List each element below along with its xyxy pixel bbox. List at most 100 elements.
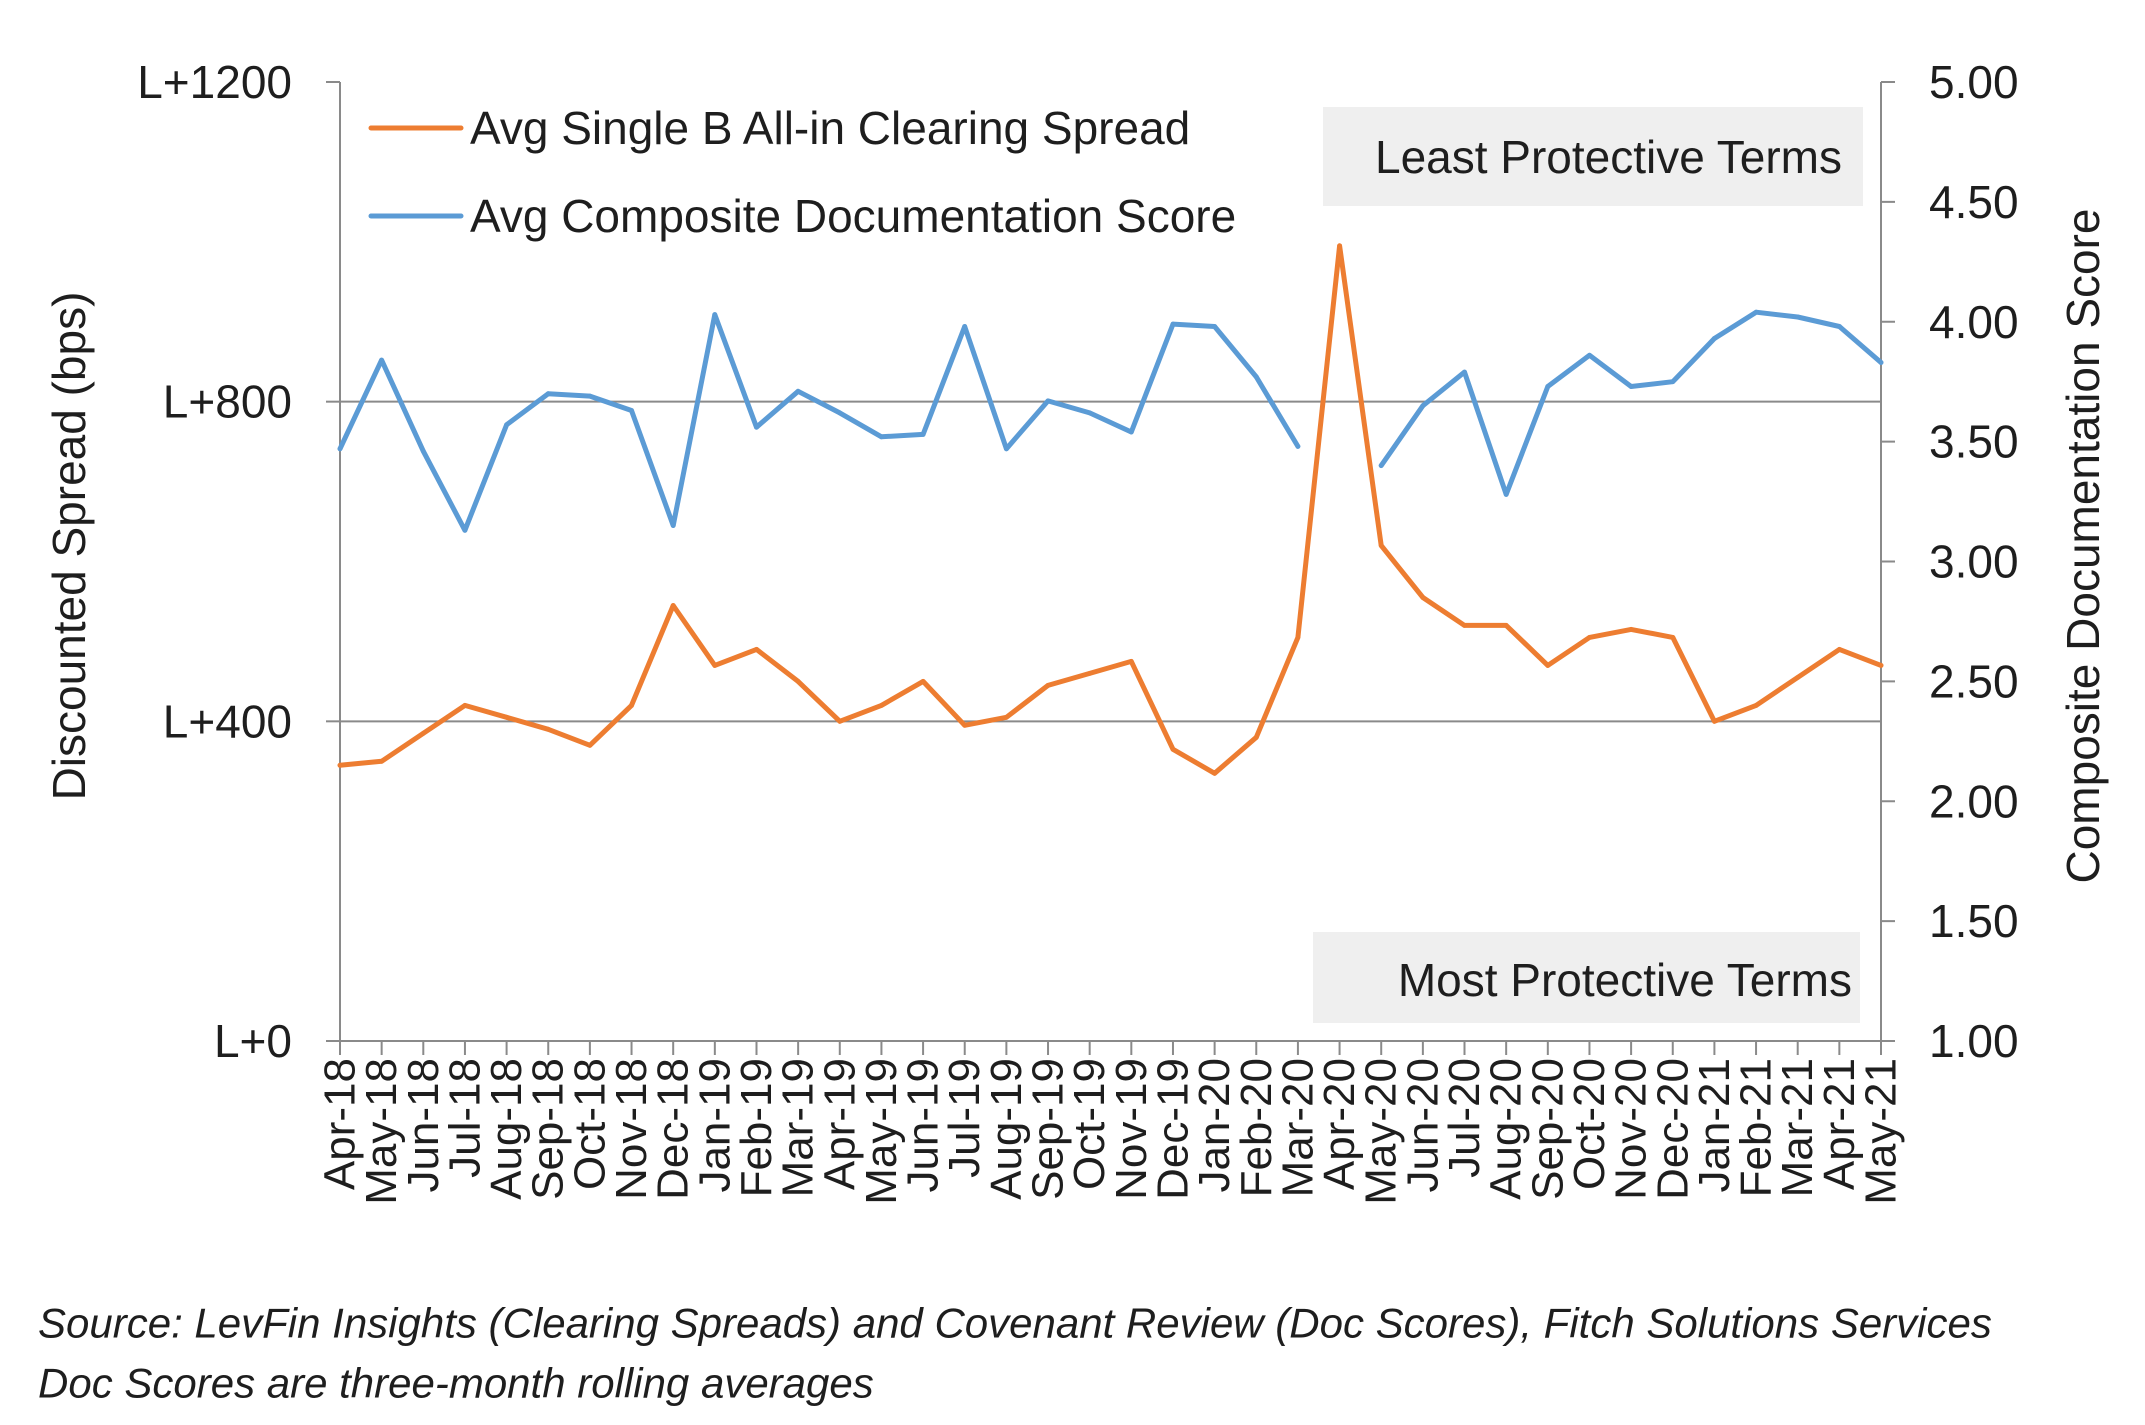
clearing-spread-point — [1004, 714, 1009, 720]
right-y-tick-label: 2.00 — [1929, 775, 2019, 827]
clearing-spread-point — [1753, 703, 1759, 708]
x-tick-label: Feb-21 — [1732, 1058, 1781, 1197]
x-tick-label: May-20 — [1357, 1058, 1406, 1205]
clearing-spread-point — [962, 722, 968, 728]
x-tick-label: Mar-19 — [774, 1058, 823, 1197]
x-tick-label: May-21 — [1857, 1058, 1906, 1205]
clearing-spread-point — [1045, 683, 1051, 688]
x-tick-label: Jun-19 — [899, 1058, 948, 1193]
doc-score-point — [1712, 336, 1717, 341]
doc-score-point — [837, 410, 843, 416]
x-tick-label: Jan-21 — [1690, 1058, 1739, 1193]
clearing-spread-point — [1628, 627, 1634, 632]
x-tick-label: Oct-20 — [1565, 1058, 1614, 1190]
x-tick-label: Nov-19 — [1107, 1058, 1156, 1200]
left-y-tick-label: L+0 — [214, 1015, 292, 1067]
right-y-tick-label: 4.00 — [1929, 296, 2019, 348]
left-y-tick-label: L+1200 — [137, 56, 292, 108]
doc-score-point — [379, 357, 384, 363]
doc-score-point — [920, 432, 926, 437]
clearing-spread-point — [1712, 718, 1717, 724]
doc-score-point — [1503, 492, 1509, 497]
doc-score-point — [1753, 309, 1759, 315]
clearing-spread-point — [1670, 635, 1676, 640]
x-tick-label: May-18 — [357, 1058, 406, 1205]
annotations: Least Protective Terms Most Protective T… — [1313, 107, 1863, 1023]
clearing-spread-point — [337, 762, 343, 768]
clearing-spread-point — [504, 714, 509, 720]
clearing-spread-point — [1253, 734, 1259, 740]
x-tick-label: Apr-21 — [1815, 1058, 1864, 1190]
clearing-spread-point — [1587, 635, 1592, 640]
clearing-spread-point — [545, 726, 551, 732]
doc-score-point — [1378, 463, 1384, 468]
clearing-spread-point — [1837, 647, 1842, 652]
x-tick-label: Aug-19 — [982, 1058, 1031, 1200]
doc-score-point — [1795, 314, 1801, 320]
clearing-spread-point — [1212, 770, 1217, 776]
x-tick-label: Jan-19 — [690, 1058, 739, 1193]
clearing-spread-point — [879, 703, 884, 708]
clearing-spread-point — [1128, 659, 1134, 664]
clearing-spread-point — [837, 718, 843, 724]
left-y-axis-title: Discounted Spread (bps) — [43, 292, 95, 801]
source-note: Source: LevFin Insights (Clearing Spread… — [38, 1300, 1992, 1347]
x-tick-label: Jun-20 — [1398, 1058, 1447, 1193]
most-protective-label: Most Protective Terms — [1398, 954, 1852, 1006]
clearing-spread-point — [670, 603, 676, 608]
doc-score-point — [1587, 352, 1592, 358]
right-y-tick-label: 1.50 — [1929, 895, 2019, 947]
right-y-tick-label: 3.50 — [1929, 416, 2019, 468]
doc-score-point — [712, 312, 718, 317]
x-tick-label: May-19 — [857, 1058, 906, 1205]
doc-score-point — [670, 523, 676, 528]
x-tick-label: Oct-19 — [1065, 1058, 1114, 1190]
x-tick-label: Oct-18 — [565, 1058, 614, 1190]
right-y-tick-label: 3.00 — [1929, 536, 2019, 588]
doc-score-point — [629, 408, 634, 413]
clearing-spread-point — [1087, 671, 1093, 676]
most-protective-box — [1313, 932, 1860, 1023]
doc-score-point — [1004, 446, 1009, 452]
doc-score-point — [1628, 384, 1634, 389]
doc-score-note: Doc Scores are three-month rolling avera… — [38, 1360, 874, 1407]
right-y-tick-label: 1.00 — [1929, 1015, 2019, 1067]
x-tick-label: Jul-20 — [1440, 1058, 1489, 1178]
doc-score-point — [1670, 379, 1676, 385]
x-tick-label: Jun-18 — [399, 1058, 448, 1193]
clearing-spread-point — [462, 703, 468, 708]
clearing-spread-point — [1462, 623, 1467, 628]
x-ticks: Apr-18May-18Jun-18Jul-18Aug-18Sep-18Oct-… — [316, 1041, 1906, 1205]
clearing-spread-point — [1503, 623, 1509, 628]
x-tick-label: Apr-20 — [1315, 1058, 1364, 1190]
clearing-spread-point — [1378, 543, 1384, 548]
x-tick-label: Apr-19 — [815, 1058, 864, 1190]
x-tick-label: Feb-19 — [732, 1058, 781, 1197]
clearing-spread-point — [1420, 595, 1426, 600]
x-tick-label: Sep-19 — [1024, 1058, 1073, 1200]
right-y-ticks: 1.00 1.50 2.00 2.50 3.00 3.50 4.00 4.50 5.00 — [1881, 56, 2019, 1067]
doc-score-point — [754, 424, 759, 430]
clearing-spread-point — [1545, 663, 1551, 668]
doc-score-point — [587, 393, 593, 399]
doc-score-point — [1045, 398, 1051, 404]
clearing-spread-point — [920, 679, 926, 684]
doc-score-point — [1128, 429, 1134, 435]
doc-score-point — [1170, 321, 1176, 327]
x-tick-label: Nov-20 — [1607, 1058, 1656, 1200]
x-tick-label: Sep-20 — [1523, 1058, 1572, 1200]
x-tick-label: Feb-20 — [1232, 1058, 1281, 1197]
x-tick-label: Dec-18 — [649, 1058, 698, 1200]
doc-score-point — [1462, 369, 1467, 375]
doc-score-point — [1212, 324, 1217, 329]
clearing-spread-point — [629, 703, 634, 708]
doc-score-point — [462, 527, 468, 533]
legend-label-doc-score: Avg Composite Documentation Score — [470, 190, 1236, 242]
x-tick-label: Nov-18 — [607, 1058, 656, 1200]
clearing-spread-point — [1295, 635, 1301, 640]
least-protective-label: Least Protective Terms — [1375, 131, 1842, 183]
left-y-tick-label: L+800 — [163, 376, 292, 428]
series-line-clearing-spread — [337, 243, 1884, 776]
x-tick-label: Aug-18 — [482, 1058, 531, 1200]
x-tick-label: Jul-18 — [440, 1058, 489, 1178]
